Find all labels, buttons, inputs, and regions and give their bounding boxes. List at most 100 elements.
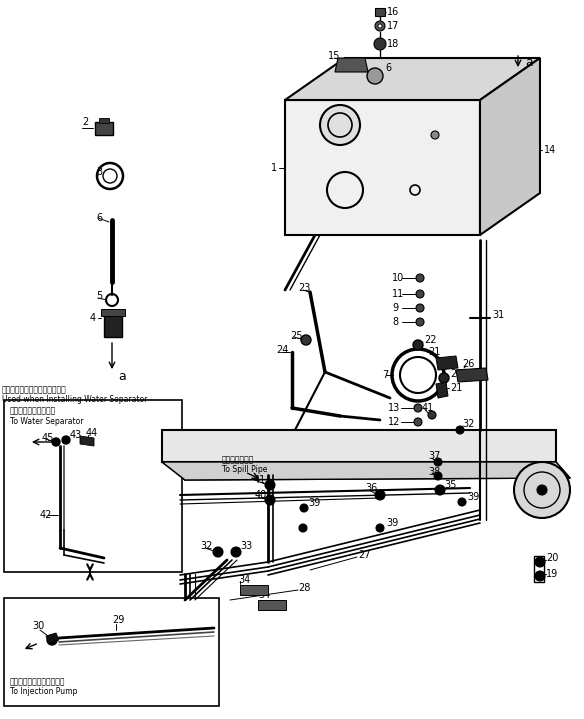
Text: 8: 8 <box>392 317 398 327</box>
Circle shape <box>435 485 445 495</box>
Polygon shape <box>285 58 540 100</box>
Polygon shape <box>335 58 368 72</box>
Text: 17: 17 <box>387 21 399 31</box>
Text: 42: 42 <box>40 510 53 520</box>
Text: 25: 25 <box>290 331 303 341</box>
Bar <box>104 312 122 337</box>
Circle shape <box>431 131 439 139</box>
Text: 41: 41 <box>254 475 266 485</box>
Circle shape <box>52 438 60 446</box>
Text: To Spill Pipe: To Spill Pipe <box>222 465 267 475</box>
Polygon shape <box>285 100 480 235</box>
Circle shape <box>374 38 386 50</box>
Polygon shape <box>46 633 59 643</box>
Text: 15: 15 <box>328 51 340 61</box>
Text: 32: 32 <box>200 541 213 551</box>
Circle shape <box>300 504 308 512</box>
Circle shape <box>378 24 382 28</box>
Text: 24: 24 <box>276 345 288 355</box>
Text: 13: 13 <box>388 403 400 413</box>
Circle shape <box>416 318 424 326</box>
Text: 21: 21 <box>450 383 463 393</box>
Text: 16: 16 <box>387 7 399 17</box>
Circle shape <box>47 635 57 645</box>
Circle shape <box>514 462 570 518</box>
Text: 7: 7 <box>382 370 388 380</box>
Bar <box>534 556 544 582</box>
Text: a: a <box>118 370 126 383</box>
Text: 31: 31 <box>492 310 504 320</box>
Bar <box>258 600 286 610</box>
Text: 11: 11 <box>392 289 404 299</box>
Text: 45: 45 <box>42 433 54 443</box>
Circle shape <box>375 21 385 31</box>
Circle shape <box>439 373 449 383</box>
Text: 39: 39 <box>467 492 479 502</box>
Text: 28: 28 <box>298 583 310 593</box>
Circle shape <box>320 105 360 145</box>
Bar <box>99 118 109 123</box>
Circle shape <box>535 557 545 567</box>
Text: 4: 4 <box>90 313 96 323</box>
Text: 3: 3 <box>96 167 102 177</box>
Text: 6: 6 <box>96 213 102 223</box>
Text: 32: 32 <box>462 419 474 429</box>
Polygon shape <box>162 462 570 480</box>
Circle shape <box>416 274 424 282</box>
Text: 41: 41 <box>422 403 434 413</box>
Text: 39: 39 <box>386 518 398 528</box>
Circle shape <box>535 571 545 581</box>
Polygon shape <box>80 436 94 446</box>
Circle shape <box>458 498 466 506</box>
Bar <box>4 598 219 706</box>
Circle shape <box>265 495 275 505</box>
Circle shape <box>231 547 241 557</box>
Circle shape <box>301 335 311 345</box>
Text: 36: 36 <box>365 483 377 493</box>
Text: 27: 27 <box>358 550 370 560</box>
Text: 29: 29 <box>112 615 124 625</box>
Polygon shape <box>162 430 556 462</box>
Polygon shape <box>456 368 488 382</box>
Text: ウォータセパレータ設置時使用: ウォータセパレータ設置時使用 <box>2 385 67 395</box>
Circle shape <box>367 68 383 84</box>
Text: 5: 5 <box>96 291 102 301</box>
Text: 12: 12 <box>388 417 400 427</box>
Text: 43: 43 <box>70 430 82 440</box>
Text: 14: 14 <box>544 145 556 155</box>
Circle shape <box>456 426 464 434</box>
Circle shape <box>213 547 223 557</box>
Circle shape <box>265 480 275 490</box>
Text: 21: 21 <box>428 347 440 357</box>
Circle shape <box>62 436 70 444</box>
Text: 10: 10 <box>392 273 404 283</box>
Text: 30: 30 <box>32 621 44 631</box>
Text: 40: 40 <box>255 490 267 500</box>
Text: 9: 9 <box>392 303 398 313</box>
Bar <box>95 122 113 135</box>
Text: 18: 18 <box>387 39 399 49</box>
Text: 44: 44 <box>86 428 98 438</box>
Text: 20: 20 <box>546 553 558 563</box>
Circle shape <box>299 524 307 532</box>
Text: 33: 33 <box>240 541 252 551</box>
Text: 19: 19 <box>546 569 558 579</box>
Text: 2: 2 <box>82 117 88 127</box>
Text: 22: 22 <box>424 335 436 345</box>
Circle shape <box>537 485 547 495</box>
Polygon shape <box>436 356 458 370</box>
Text: 1: 1 <box>271 163 277 173</box>
Circle shape <box>414 418 422 426</box>
Bar <box>4 400 182 572</box>
Text: 23: 23 <box>298 283 310 293</box>
Text: a: a <box>525 57 533 70</box>
Circle shape <box>103 169 117 183</box>
Polygon shape <box>480 58 540 235</box>
Circle shape <box>428 411 436 419</box>
Text: 34: 34 <box>258 590 270 600</box>
Bar <box>101 309 125 316</box>
Circle shape <box>434 458 442 466</box>
Text: 38: 38 <box>428 467 440 477</box>
Bar <box>375 8 385 16</box>
Polygon shape <box>436 382 448 398</box>
